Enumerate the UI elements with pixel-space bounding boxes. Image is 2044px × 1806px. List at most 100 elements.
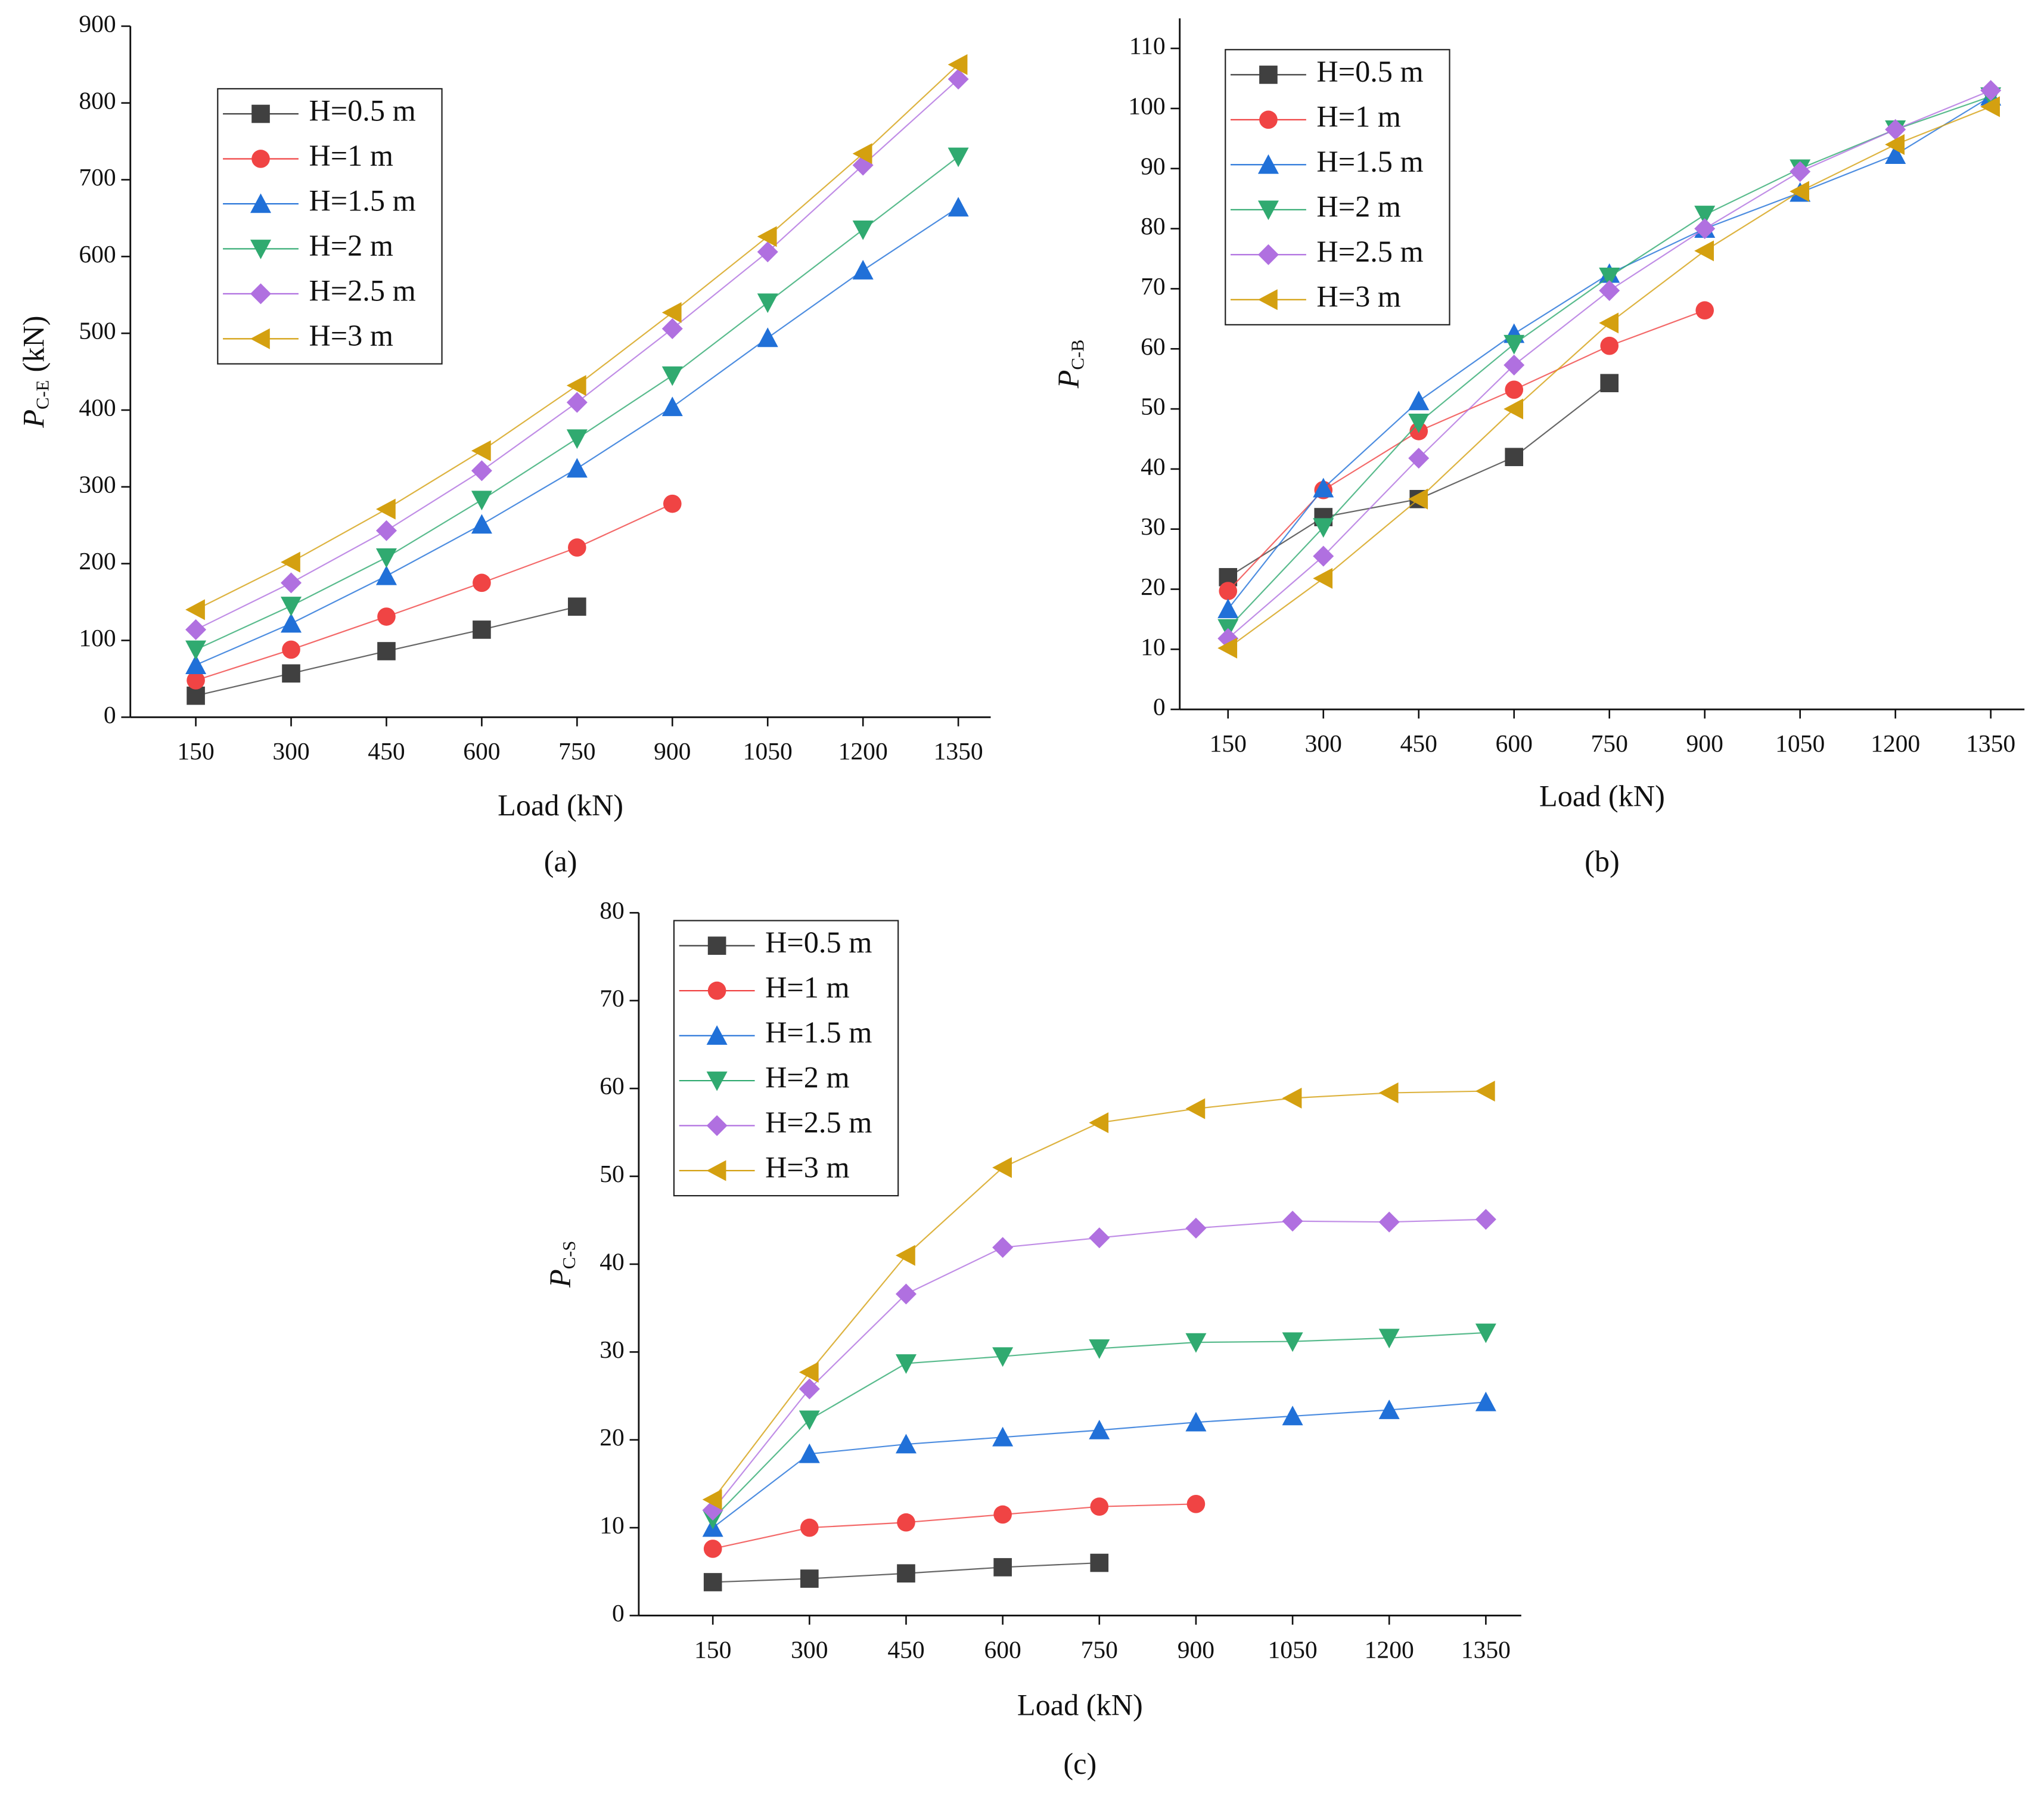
marker bbox=[282, 640, 300, 659]
legend-label: H=2.5 m bbox=[309, 274, 415, 307]
marker bbox=[1089, 1112, 1109, 1134]
x-tick-label: 1350 bbox=[1461, 1636, 1511, 1663]
marker bbox=[706, 1160, 726, 1181]
marker bbox=[897, 1564, 915, 1583]
x-tick-label: 1350 bbox=[1966, 730, 2015, 757]
marker bbox=[568, 538, 586, 557]
marker bbox=[852, 143, 872, 165]
legend-label: H=0.5 m bbox=[309, 94, 415, 128]
marker bbox=[757, 327, 778, 347]
marker bbox=[1790, 161, 1811, 182]
series-line bbox=[1227, 309, 1706, 592]
marker bbox=[661, 318, 683, 339]
series-line bbox=[195, 503, 673, 681]
marker bbox=[1282, 1211, 1303, 1232]
marker bbox=[1257, 244, 1279, 265]
marker bbox=[250, 240, 271, 259]
marker bbox=[661, 366, 683, 386]
marker bbox=[1378, 1329, 1400, 1349]
y-tick-label: 90 bbox=[1141, 152, 1166, 179]
y-tick-label: 20 bbox=[599, 1423, 625, 1451]
y-tick-label: 0 bbox=[1153, 693, 1166, 721]
y-tick-label: 40 bbox=[1141, 452, 1166, 480]
marker bbox=[948, 197, 969, 217]
legend-label: H=2 m bbox=[1316, 190, 1401, 223]
marker bbox=[1282, 1332, 1303, 1352]
marker bbox=[251, 104, 270, 123]
legend-label: H=0.5 m bbox=[1316, 55, 1423, 88]
x-tick-label: 450 bbox=[887, 1636, 924, 1663]
marker bbox=[1219, 582, 1238, 600]
marker bbox=[1313, 477, 1334, 498]
marker bbox=[187, 671, 205, 690]
marker bbox=[1600, 374, 1619, 393]
marker bbox=[281, 597, 302, 616]
x-tick-label: 750 bbox=[1081, 1636, 1118, 1663]
y-tick-label: 600 bbox=[79, 240, 116, 268]
x-tick-label: 900 bbox=[1686, 730, 1723, 757]
marker bbox=[282, 664, 300, 683]
legend-label: H=1.5 m bbox=[309, 184, 415, 218]
y-tick-label: 200 bbox=[79, 547, 116, 575]
marker bbox=[1885, 144, 1906, 164]
marker bbox=[1504, 334, 1525, 355]
marker bbox=[757, 293, 778, 314]
marker bbox=[1257, 289, 1278, 311]
y-tick-label: 60 bbox=[599, 1072, 625, 1100]
marker bbox=[1259, 110, 1278, 129]
marker bbox=[661, 396, 683, 417]
marker bbox=[1313, 567, 1333, 589]
y-tick-label: 500 bbox=[79, 317, 116, 345]
marker bbox=[1694, 240, 1714, 262]
legend-label: H=3 m bbox=[309, 319, 393, 352]
legend-box bbox=[673, 920, 899, 1197]
marker bbox=[1378, 1082, 1399, 1104]
marker bbox=[375, 565, 397, 585]
series-line bbox=[712, 1503, 1196, 1550]
marker bbox=[852, 220, 874, 240]
x-tick-label: 300 bbox=[1305, 730, 1342, 757]
y-label-main: P bbox=[17, 409, 50, 429]
y-tick-label: 10 bbox=[599, 1512, 625, 1539]
marker bbox=[187, 686, 205, 705]
marker bbox=[377, 607, 396, 626]
x-tick-label: 1350 bbox=[934, 737, 983, 765]
marker bbox=[1185, 1411, 1207, 1432]
marker bbox=[1885, 134, 1905, 155]
marker bbox=[471, 491, 492, 511]
marker bbox=[1694, 206, 1716, 225]
marker bbox=[663, 494, 682, 513]
marker bbox=[471, 514, 492, 534]
marker bbox=[185, 619, 207, 640]
y-label-sub: C-B bbox=[1067, 340, 1088, 370]
marker bbox=[281, 572, 302, 594]
marker bbox=[1475, 1081, 1495, 1102]
legend-label: H=1 m bbox=[765, 971, 850, 1004]
x-tick-label: 900 bbox=[654, 737, 691, 765]
marker bbox=[948, 69, 969, 90]
marker bbox=[471, 460, 492, 482]
legend-label: H=1.5 m bbox=[1316, 145, 1423, 178]
marker bbox=[1282, 1405, 1303, 1426]
x-tick-label: 450 bbox=[1400, 730, 1437, 757]
y-label-main: P bbox=[1052, 370, 1085, 389]
marker bbox=[1408, 413, 1430, 433]
marker bbox=[566, 392, 588, 413]
marker bbox=[702, 1489, 722, 1510]
panel-label: (a) bbox=[544, 845, 577, 878]
x-tick-label: 1200 bbox=[838, 737, 888, 765]
y-label-main: P bbox=[543, 1269, 577, 1288]
marker bbox=[1408, 390, 1430, 411]
marker bbox=[1980, 80, 2002, 101]
marker bbox=[1378, 1400, 1400, 1419]
legend-label: H=1 m bbox=[309, 139, 393, 172]
x-tick-label: 1200 bbox=[1871, 730, 1920, 757]
x-tick-label: 900 bbox=[1178, 1636, 1214, 1663]
marker bbox=[1599, 267, 1620, 287]
marker bbox=[185, 640, 207, 660]
marker bbox=[1599, 312, 1619, 334]
marker bbox=[375, 498, 396, 520]
marker bbox=[1475, 1209, 1496, 1230]
marker bbox=[1282, 1087, 1302, 1109]
x-tick-label: 150 bbox=[177, 737, 214, 765]
